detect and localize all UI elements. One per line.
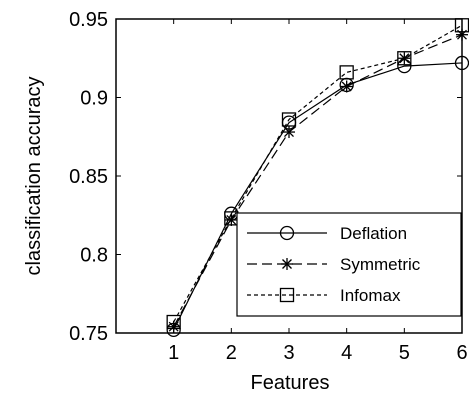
asterisk-marker-stroke bbox=[282, 259, 292, 269]
legend-label-symmetric: Symmetric bbox=[340, 255, 421, 274]
infomax-point bbox=[166, 314, 181, 330]
asterisk-marker-stroke bbox=[168, 321, 179, 332]
series-symmetric bbox=[167, 28, 468, 333]
asterisk-marker-stroke bbox=[284, 127, 294, 137]
y-axis-label: classification accuracy bbox=[23, 77, 45, 276]
y-tick-label: 0.9 bbox=[80, 88, 108, 110]
legend-marker-symmetric bbox=[281, 258, 293, 270]
legend-marker-deflation bbox=[279, 225, 295, 241]
square-marker-shape bbox=[166, 314, 181, 330]
symmetric-point bbox=[167, 320, 180, 333]
square-marker-shape bbox=[397, 51, 412, 66]
x-axis-label: Features bbox=[251, 372, 330, 394]
y-tick-label: 0.75 bbox=[69, 323, 108, 345]
x-tick-label: 5 bbox=[399, 342, 410, 364]
infomax-line bbox=[173, 24, 463, 323]
x-tick-label: 3 bbox=[283, 342, 294, 364]
symmetric-point bbox=[283, 126, 295, 139]
asterisk-marker-stroke bbox=[341, 81, 352, 92]
infomax-point bbox=[397, 51, 412, 66]
square-marker-shape bbox=[279, 287, 295, 303]
y-tick-label: 0.8 bbox=[80, 245, 108, 267]
symmetric-line bbox=[173, 34, 463, 328]
legend: Deflation Symmetric Infomax bbox=[236, 212, 462, 317]
infomax-point bbox=[339, 65, 354, 80]
legend-box bbox=[236, 212, 462, 317]
y-tick-label: 0.95 bbox=[69, 9, 108, 31]
symmetric-point bbox=[456, 28, 468, 41]
axes: 1 2 3 4 5 6 0.75 0.8 0.85 0.9 0.95 bbox=[69, 9, 468, 364]
infomax-point bbox=[281, 112, 297, 127]
symmetric-point bbox=[225, 213, 238, 226]
legend-marker-infomax bbox=[279, 287, 295, 303]
x-tick-label: 2 bbox=[226, 342, 237, 364]
circle-marker-shape bbox=[279, 225, 295, 241]
deflation-line bbox=[173, 62, 463, 331]
square-marker-shape bbox=[339, 65, 354, 80]
x-tick-label: 1 bbox=[168, 342, 179, 364]
y-tick-label: 0.85 bbox=[69, 166, 108, 188]
x-tick-label: 6 bbox=[456, 342, 467, 364]
legend-label-deflation: Deflation bbox=[340, 224, 407, 243]
legend-label-infomax: Infomax bbox=[340, 286, 401, 305]
symmetric-point bbox=[340, 80, 353, 93]
x-tick-label: 4 bbox=[341, 342, 352, 364]
square-marker-shape bbox=[281, 112, 297, 127]
